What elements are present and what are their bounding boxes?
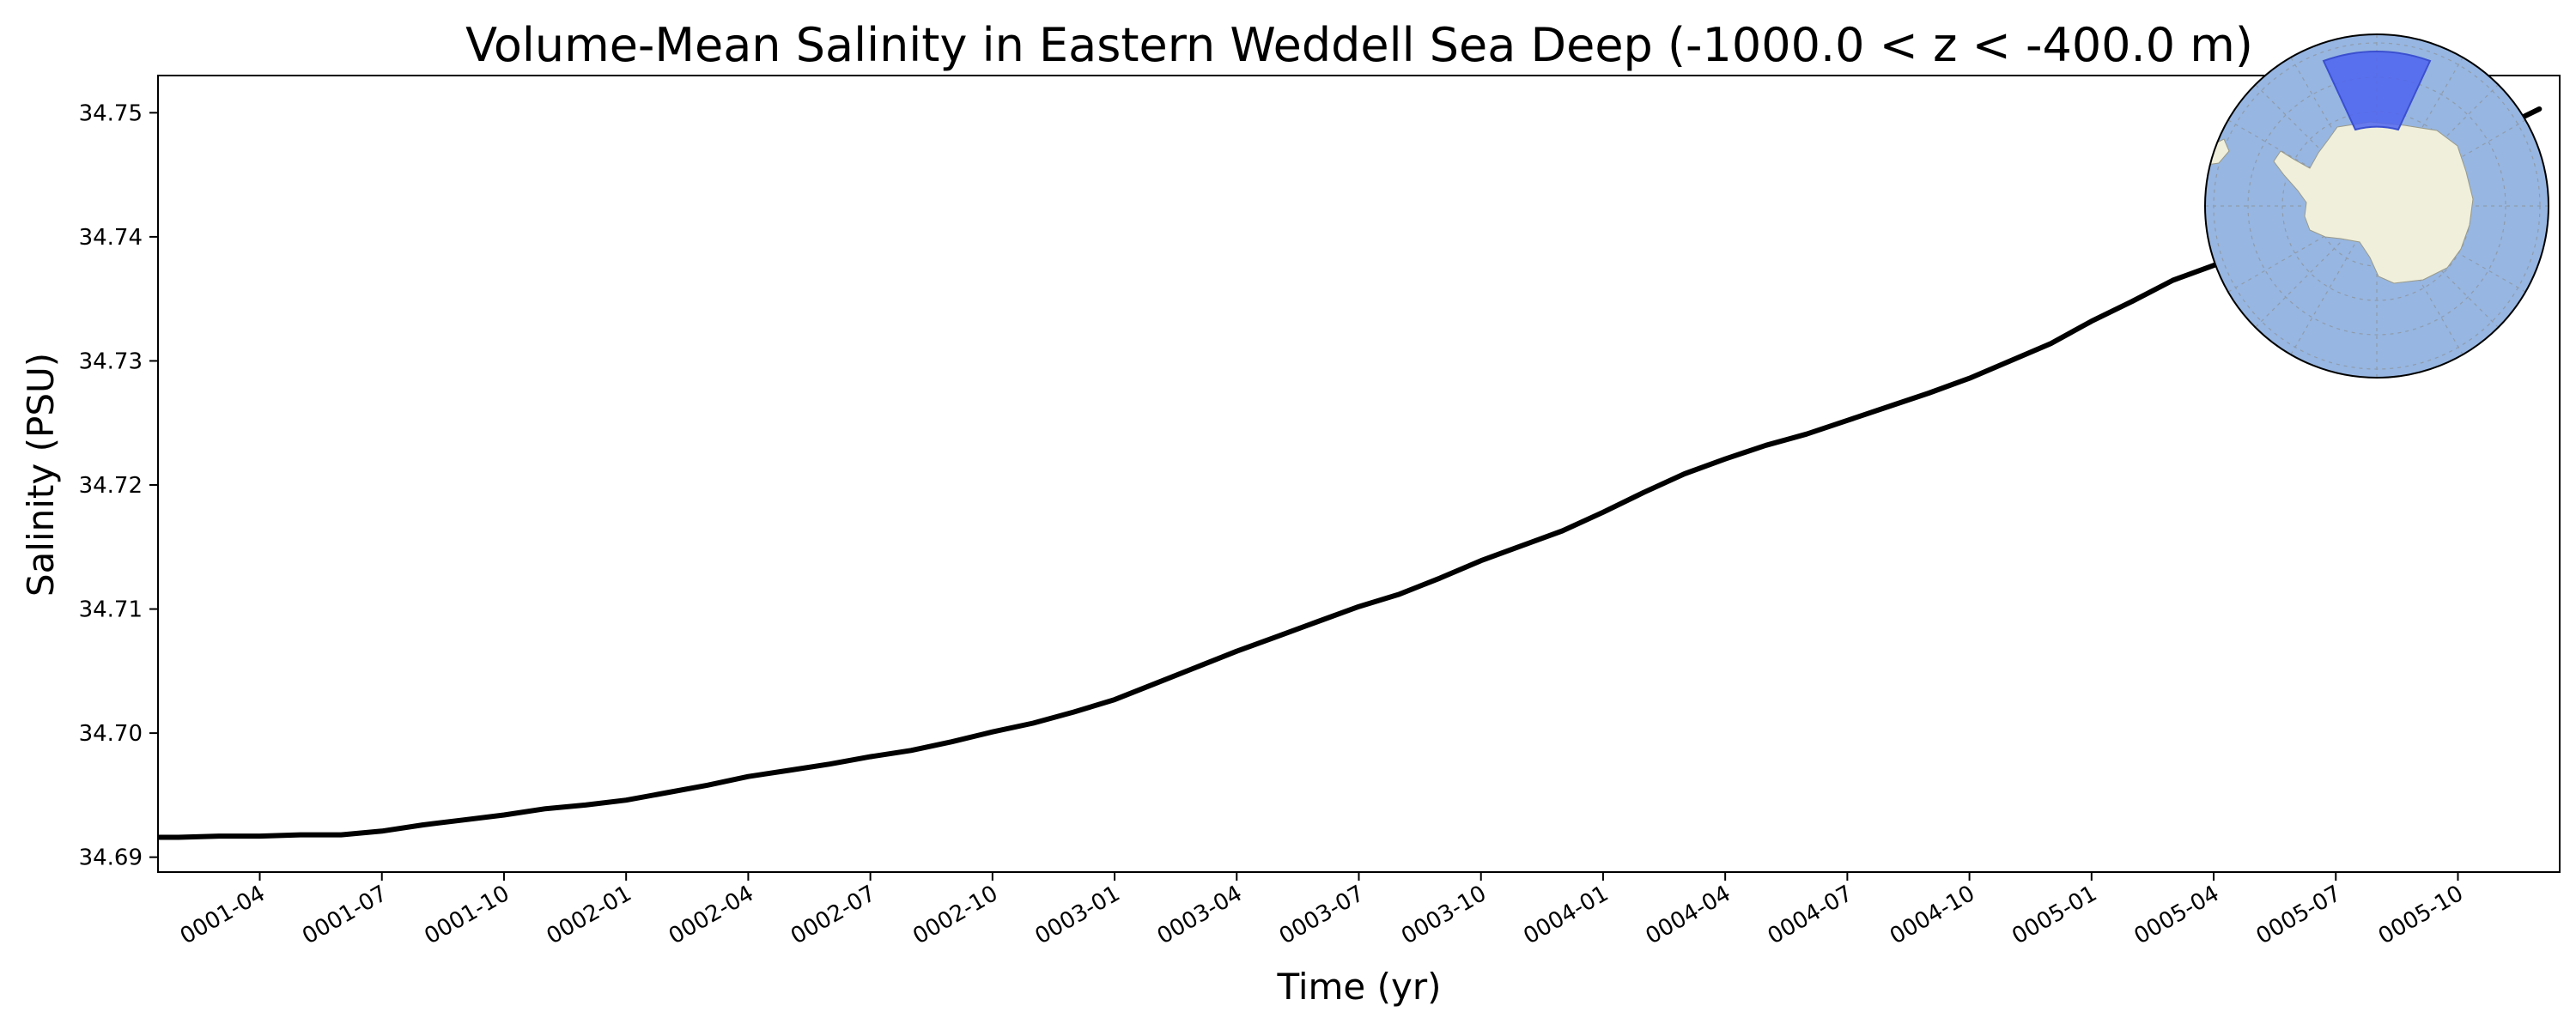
x-tick-label: 0003-01 (1030, 881, 1124, 949)
chart-title: Volume-Mean Salinity in Eastern Weddell … (465, 18, 2253, 72)
x-axis-ticks: 0001-04 0001-07 0001-10 0002-01 0002-04 0002-… (176, 872, 2468, 949)
x-tick-label: 0005-04 (2129, 881, 2223, 949)
x-tick-label: 0005-01 (2008, 881, 2101, 949)
y-axis-label: Salinity (PSU) (20, 353, 62, 597)
y-tick-label: 34.69 (79, 845, 143, 871)
x-tick-label: 0003-10 (1397, 881, 1491, 949)
y-tick-label: 34.71 (79, 597, 143, 623)
x-tick-label: 0005-07 (2252, 881, 2346, 949)
map-border (2204, 33, 2549, 379)
x-tick-label: 0002-04 (665, 881, 758, 949)
x-tick-label: 0004-10 (1886, 881, 1979, 949)
x-tick-label: 0002-01 (543, 881, 636, 949)
y-tick-label: 34.75 (79, 100, 143, 126)
x-tick-label: 0004-07 (1764, 881, 1857, 949)
y-axis-ticks: 34.69 34.70 34.71 34.72 34.73 34.74 34.75 (79, 100, 158, 871)
y-tick-label: 34.73 (79, 348, 143, 374)
region-highlight-icon (2322, 50, 2432, 131)
x-tick-label: 0004-01 (1519, 881, 1613, 949)
y-tick-label: 34.72 (79, 473, 143, 499)
y-tick-label: 34.74 (79, 225, 143, 251)
x-tick-label: 0004-04 (1642, 881, 1735, 949)
y-tick-label: 34.70 (79, 721, 143, 747)
antarctica-map-icon (2204, 33, 2549, 379)
x-axis-label: Time (yr) (1276, 966, 1441, 1008)
x-tick-label: 0002-10 (908, 881, 1002, 949)
salinity-series-line (158, 106, 2543, 840)
x-tick-label: 0003-07 (1275, 881, 1369, 949)
x-tick-label: 0003-04 (1153, 881, 1247, 949)
x-tick-label: 0005-10 (2374, 881, 2468, 949)
x-tick-label: 0001-04 (176, 881, 270, 949)
x-tick-label: 0002-07 (787, 881, 880, 949)
x-tick-label: 0001-10 (420, 881, 513, 949)
plot-area-frame (157, 75, 2561, 873)
x-tick-label: 0001-07 (298, 881, 392, 949)
antarctica-landmass (2273, 121, 2474, 284)
